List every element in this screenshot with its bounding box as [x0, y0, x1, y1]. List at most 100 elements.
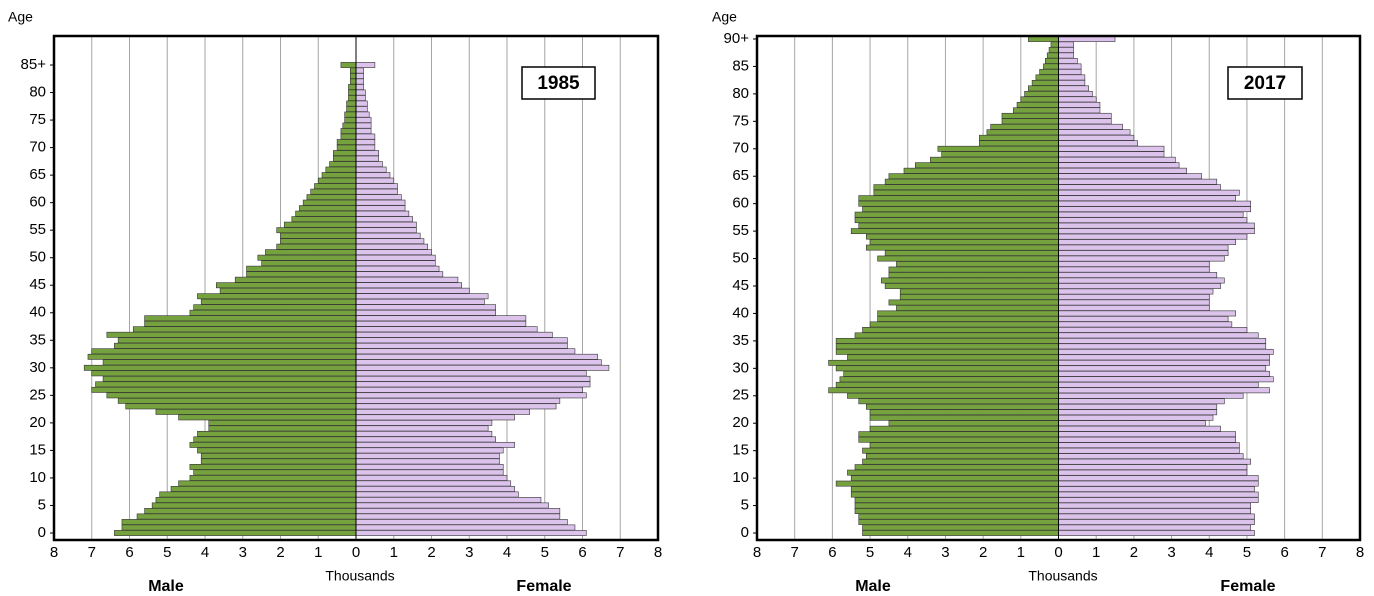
female-bar	[355, 304, 496, 311]
male-bar	[873, 184, 1059, 191]
y-tick-label: 55	[732, 222, 749, 239]
female-bar	[355, 419, 493, 426]
female-bar	[1058, 118, 1112, 125]
male-bar	[881, 277, 1059, 284]
male-bar	[280, 238, 357, 245]
x-tick-label: 5	[541, 544, 549, 561]
male-bar	[1016, 101, 1059, 108]
female-bar	[1058, 519, 1255, 525]
female-bar	[1058, 414, 1214, 421]
male-bar	[914, 162, 1059, 169]
female-bar	[355, 111, 370, 118]
female-bar	[1058, 436, 1236, 443]
female-bar	[355, 122, 372, 129]
female-bar	[1058, 442, 1240, 449]
female-bar	[1058, 178, 1218, 185]
female-bar	[1058, 189, 1240, 196]
y-tick-label: 45	[29, 276, 46, 293]
y-tick-label: 0	[38, 524, 46, 541]
male-bar	[246, 271, 357, 278]
female-bar	[355, 348, 576, 355]
male-bar	[91, 386, 357, 393]
male-bar	[847, 354, 1059, 361]
male-bar	[1039, 69, 1059, 75]
female-bar	[355, 359, 602, 366]
male-bar	[1001, 118, 1059, 125]
male-bar	[178, 480, 357, 487]
female-bar	[1058, 381, 1259, 388]
male-bar	[276, 243, 357, 250]
female-bar	[1058, 184, 1221, 191]
female-bar	[355, 210, 410, 217]
female-bar	[1058, 101, 1101, 108]
plot-border	[52, 34, 660, 542]
male-bar	[234, 276, 357, 283]
male-bar	[941, 151, 1059, 158]
female-bar	[355, 194, 402, 201]
female-bar	[1058, 206, 1252, 213]
x-tick-label: 6	[125, 544, 133, 561]
male-bar	[257, 254, 357, 261]
male-bar	[321, 172, 357, 179]
male-bar	[896, 305, 1059, 311]
female-bar	[355, 475, 508, 481]
female-bar	[355, 331, 553, 338]
male-bar	[1031, 80, 1059, 86]
y-axis-label: Age	[712, 9, 737, 25]
x-tick-label: 2	[1130, 544, 1138, 561]
female-bar	[355, 78, 364, 85]
y-tick-label: 70	[29, 139, 46, 156]
female-bar	[1058, 453, 1244, 460]
male-bar	[310, 188, 357, 195]
female-bar	[355, 155, 379, 162]
female-bar	[1058, 156, 1176, 163]
female-bar	[1058, 134, 1135, 141]
x-tick-label: 8	[50, 544, 58, 561]
male-bar	[117, 397, 357, 404]
male-bar	[159, 491, 357, 498]
male-bar	[189, 464, 357, 470]
male-bar	[865, 453, 1059, 460]
female-bar	[355, 502, 549, 509]
legend-female: Female	[516, 578, 571, 595]
male-bar	[136, 513, 357, 520]
female-bar	[355, 414, 515, 421]
male-bar	[869, 414, 1059, 421]
female-bar	[1058, 52, 1074, 59]
male-bar	[862, 530, 1059, 536]
male-bar	[336, 144, 357, 151]
male-bar	[888, 272, 1059, 278]
female-bar	[1058, 41, 1074, 48]
x-tick-label: 2	[427, 544, 435, 561]
male-bar	[865, 403, 1059, 410]
male-bar	[276, 227, 357, 234]
female-bar	[355, 458, 500, 465]
female-bar	[1058, 85, 1089, 92]
x-tick-label: 5	[1243, 544, 1251, 561]
female-bar	[355, 519, 568, 525]
female-bar	[355, 188, 398, 195]
legend-female: Female	[1220, 578, 1275, 595]
female-bar	[355, 199, 406, 206]
x-tick-label: 7	[616, 544, 624, 561]
female-bar	[355, 464, 504, 470]
male-bar	[87, 353, 357, 360]
x-axis-label: Thousands	[1028, 568, 1097, 584]
male-bar	[862, 327, 1059, 333]
female-bar	[355, 309, 496, 316]
female-bar	[1058, 47, 1074, 53]
x-tick-label: 2	[276, 544, 284, 561]
x-tick-label: 7	[88, 544, 96, 561]
female-bar	[1058, 173, 1203, 180]
x-tick-label: 8	[753, 544, 761, 561]
y-tick-label: 80	[732, 85, 749, 102]
x-axis-label: Thousands	[325, 568, 394, 584]
female-bar	[355, 397, 561, 404]
female-bar	[1058, 140, 1138, 147]
female-bar	[355, 232, 421, 239]
male-bar	[350, 78, 357, 85]
male-bar	[189, 309, 357, 316]
female-bar	[355, 320, 527, 327]
male-bar	[1020, 96, 1059, 103]
male-bar	[144, 320, 357, 327]
